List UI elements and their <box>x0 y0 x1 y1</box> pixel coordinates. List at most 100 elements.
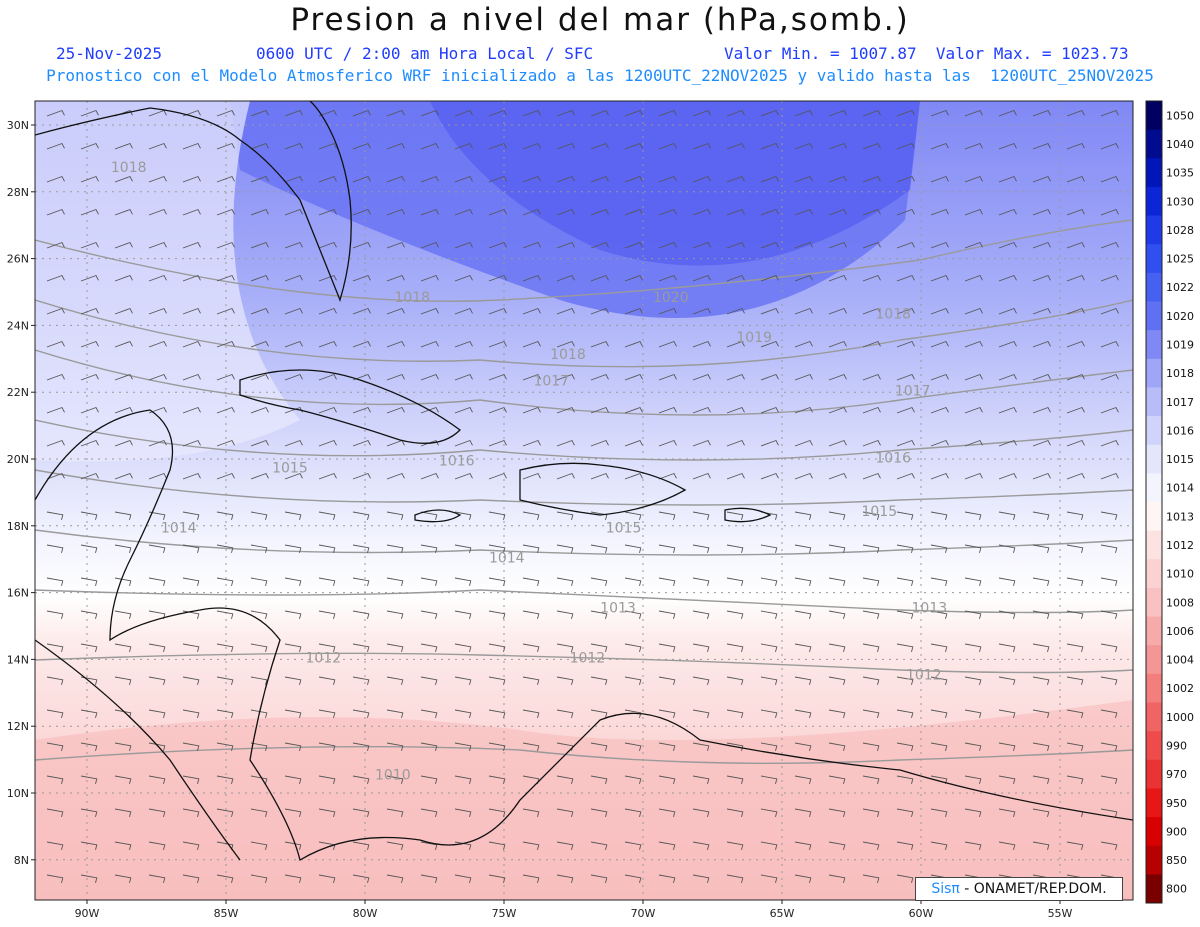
wind-barb <box>692 775 710 785</box>
colorbar-swatch <box>1146 874 1162 904</box>
wind-barb <box>420 775 438 785</box>
wind-barb <box>828 373 847 381</box>
colorbar-label: 1028 <box>1166 224 1194 237</box>
colorbar-label: 1004 <box>1166 654 1194 667</box>
wind-barb <box>182 175 201 183</box>
wind-barb <box>352 709 370 719</box>
wind-barb <box>488 808 506 818</box>
wind-barb <box>726 472 745 480</box>
wind-barb <box>182 808 200 818</box>
wind-barb <box>930 643 948 653</box>
wind-barb <box>692 841 710 851</box>
wind-barb <box>352 175 371 183</box>
wind-barb <box>1066 841 1084 851</box>
wind-barb <box>488 175 507 183</box>
wind-barb <box>1066 775 1084 785</box>
wind-barb <box>998 511 1016 521</box>
wind-barb <box>896 175 915 183</box>
lat-label: 26N <box>7 253 29 266</box>
wind-barb <box>454 841 472 851</box>
wind-barb <box>726 511 744 521</box>
wind-barb <box>46 841 64 851</box>
wind-barb <box>318 208 337 216</box>
wind-barb <box>420 340 439 348</box>
wind-barb <box>352 841 370 851</box>
isobar-1017 <box>35 349 1133 416</box>
wind-barb <box>80 373 99 381</box>
wind-barb <box>386 676 404 686</box>
colorbar-swatch <box>1146 101 1162 131</box>
wind-barb <box>930 544 948 554</box>
wind-barb <box>1066 142 1085 150</box>
wind-barb <box>760 709 778 719</box>
wind-barb <box>862 874 880 884</box>
wind-barb <box>794 274 813 282</box>
lat-label: 14N <box>7 653 29 666</box>
wind-barb <box>148 709 166 719</box>
central-america-coast <box>35 409 1133 862</box>
wind-barb <box>250 472 269 480</box>
wind-barb <box>454 241 473 249</box>
gulf-region-shading <box>35 101 300 462</box>
colorbar-label: 1019 <box>1166 338 1194 351</box>
colorbar-swatch <box>1146 587 1162 618</box>
colorbar-label: 1000 <box>1166 711 1194 724</box>
isobar-label: 1020 <box>653 290 689 306</box>
wind-barb <box>1100 709 1118 719</box>
wind-barbs <box>46 109 1119 884</box>
wind-barb <box>556 808 574 818</box>
wind-barb <box>658 511 676 521</box>
wind-barb <box>658 577 676 587</box>
wind-barb <box>318 175 337 183</box>
wind-barb <box>556 709 574 719</box>
wind-barb <box>114 610 132 620</box>
wind-barb <box>658 307 677 315</box>
wind-barb <box>692 874 710 884</box>
wind-barb <box>1066 439 1085 447</box>
wind-barb <box>1100 742 1118 752</box>
wind-barb <box>556 241 575 249</box>
wind-barb <box>590 340 609 348</box>
wind-barb <box>590 577 608 587</box>
wind-barb <box>590 373 609 381</box>
wind-barb <box>284 109 303 117</box>
wind-barb <box>692 439 711 447</box>
wind-barb <box>250 676 268 686</box>
wind-barb <box>148 208 167 216</box>
colorbar-swatch <box>1146 759 1162 789</box>
wind-barb <box>284 472 303 480</box>
wind-barb <box>386 709 404 719</box>
wind-barb <box>114 175 133 183</box>
wind-barb <box>352 775 370 785</box>
isobar-label: 1018 <box>550 347 586 363</box>
wind-barb <box>896 577 914 587</box>
wind-barb <box>1100 577 1118 587</box>
isobar-label: 1016 <box>875 450 911 466</box>
wind-barb <box>964 241 983 249</box>
wind-barb <box>930 274 949 282</box>
lon-label: 60W <box>909 907 934 920</box>
wind-barb <box>1100 307 1119 315</box>
wind-barb <box>896 610 914 620</box>
wind-barb <box>80 577 98 587</box>
wind-barb <box>828 511 846 521</box>
wind-barb <box>488 142 507 150</box>
wind-barb <box>624 406 643 414</box>
wind-barb <box>1032 274 1051 282</box>
wind-barb <box>386 742 404 752</box>
wind-barb <box>148 643 166 653</box>
wind-barb <box>216 340 235 348</box>
wind-barb <box>420 676 438 686</box>
wind-barb <box>114 340 133 348</box>
wind-barb <box>556 544 574 554</box>
wind-barb <box>658 274 677 282</box>
wind-barb <box>182 577 200 587</box>
wind-barb <box>862 808 880 818</box>
wind-barb <box>1066 241 1085 249</box>
wind-barb <box>182 307 201 315</box>
wind-barb <box>1032 544 1050 554</box>
wind-barb <box>488 472 507 480</box>
colorbar-swatch <box>1146 502 1162 532</box>
wind-barb <box>1100 808 1118 818</box>
wind-barb <box>1100 643 1118 653</box>
